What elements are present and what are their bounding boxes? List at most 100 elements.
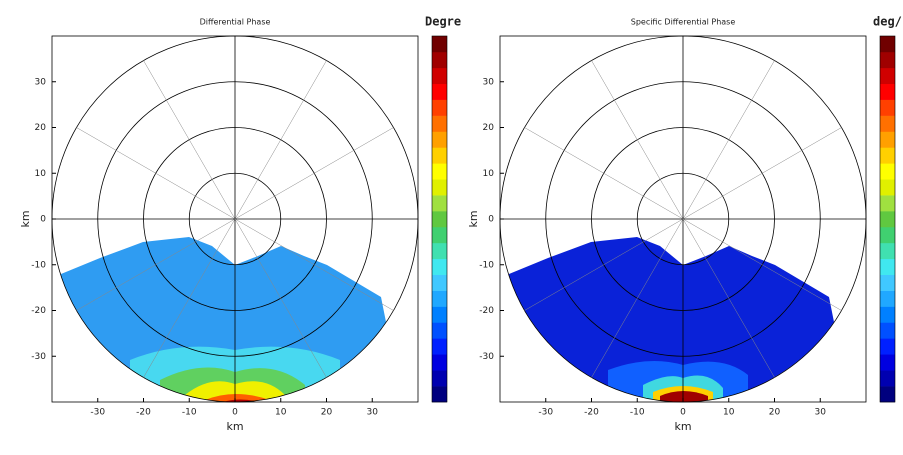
radial-line <box>591 60 684 220</box>
colorbar-label: deg/ <box>873 15 902 29</box>
colorbar-segment <box>432 226 447 244</box>
x-tick-label: 30 <box>367 408 379 418</box>
radial-line <box>682 218 842 311</box>
y-tick-label: -10 <box>31 260 46 270</box>
colorbar-segment <box>880 99 895 116</box>
colorbar-segment <box>432 179 447 196</box>
colorbar-segment <box>880 306 895 323</box>
x-tick-label: 20 <box>769 408 781 418</box>
colorbar-segment <box>880 274 895 291</box>
colorbar-segment <box>880 211 895 228</box>
radial-line <box>682 127 842 220</box>
colorbar-segment <box>880 354 895 371</box>
colorbar-segment <box>880 195 895 212</box>
x-tick-label: 0 <box>680 408 686 418</box>
colorbar-segment <box>432 322 447 339</box>
radial-line <box>143 218 236 378</box>
colorbar-segment <box>432 258 447 275</box>
x-tick-label: 10 <box>275 408 287 418</box>
colorbar-segment <box>880 83 895 100</box>
x-tick-label: 0 <box>232 408 238 418</box>
y-tick-label: -20 <box>479 306 494 316</box>
x-tick-label: -10 <box>182 408 197 418</box>
colorbar-segment <box>432 211 447 228</box>
colorbar-segment <box>432 67 447 85</box>
y-tick-label: 10 <box>35 169 47 179</box>
colorbar-segment <box>880 147 895 164</box>
colorbar-segment <box>432 36 447 53</box>
colorbar-segment <box>880 115 895 132</box>
x-tick-label: -20 <box>584 408 599 418</box>
colorbar-segment <box>432 274 447 291</box>
radar-echo <box>660 391 708 402</box>
radar-echo <box>205 394 270 402</box>
colorbar-segment <box>432 99 447 116</box>
x-tick-label: -30 <box>538 408 553 418</box>
x-tick-label: -10 <box>630 408 645 418</box>
chart-title: Specific Differential Phase <box>631 18 736 27</box>
radial-line <box>682 218 775 378</box>
colorbar-segment <box>880 226 895 244</box>
y-tick-label: -20 <box>31 306 46 316</box>
radial-line <box>143 60 236 220</box>
radial-line <box>524 127 684 220</box>
colorbar-segment <box>880 179 895 196</box>
colorbar-segment <box>432 147 447 164</box>
radial-line <box>682 60 775 220</box>
x-tick-label: 10 <box>723 408 735 418</box>
radial-line <box>234 127 394 220</box>
y-tick-label: -30 <box>31 352 46 362</box>
colorbar-frame <box>431 35 448 403</box>
colorbar-segment <box>432 115 447 132</box>
x-axis-label: km <box>674 420 691 433</box>
radial-line <box>234 218 394 311</box>
colorbar-segment <box>432 306 447 323</box>
y-axis-label: km <box>467 210 480 227</box>
radial-line <box>76 218 236 311</box>
y-tick-label: -10 <box>479 260 494 270</box>
y-tick-label: 20 <box>483 123 495 133</box>
colorbar-segment <box>432 51 447 69</box>
colorbar-segment <box>880 258 895 275</box>
colorbar-segment <box>432 242 447 260</box>
colorbar-segment <box>880 290 895 307</box>
y-tick-label: 30 <box>35 77 47 87</box>
y-tick-label: -30 <box>479 352 494 362</box>
colorbar-segment <box>880 163 895 180</box>
colorbar-segment <box>880 67 895 85</box>
colorbar-segment <box>880 242 895 260</box>
radial-line <box>591 218 684 378</box>
x-tick-label: 20 <box>321 408 333 418</box>
colorbar-segment <box>432 290 447 307</box>
colorbar-segment <box>880 370 895 387</box>
radial-line <box>234 60 327 220</box>
y-tick-label: 0 <box>488 215 494 225</box>
colorbar-segment <box>880 386 895 403</box>
chart-title: Differential Phase <box>200 18 271 27</box>
colorbar-segment <box>432 354 447 371</box>
y-tick-label: 10 <box>483 169 495 179</box>
colorbar-label: Degre <box>425 15 461 29</box>
x-tick-label: -20 <box>136 408 151 418</box>
colorbar-segment <box>432 195 447 212</box>
y-axis-label: km <box>19 210 32 227</box>
colorbar-segment <box>432 386 447 403</box>
radial-line <box>234 218 327 378</box>
colorbar-segment <box>880 131 895 148</box>
colorbar-segment <box>880 51 895 69</box>
colorbar-segment <box>432 163 447 180</box>
y-tick-label: 0 <box>40 215 46 225</box>
colorbar-segment <box>432 83 447 100</box>
y-tick-label: 20 <box>35 123 47 133</box>
radial-line <box>524 218 684 311</box>
x-tick-label: 30 <box>815 408 827 418</box>
y-tick-label: 30 <box>483 77 495 87</box>
colorbar-segment <box>880 322 895 339</box>
colorbar-segment <box>432 338 447 355</box>
x-tick-label: -30 <box>90 408 105 418</box>
colorbar-segment <box>880 338 895 355</box>
colorbar-segment <box>432 370 447 387</box>
x-axis-label: km <box>226 420 243 433</box>
colorbar-segment <box>432 131 447 148</box>
